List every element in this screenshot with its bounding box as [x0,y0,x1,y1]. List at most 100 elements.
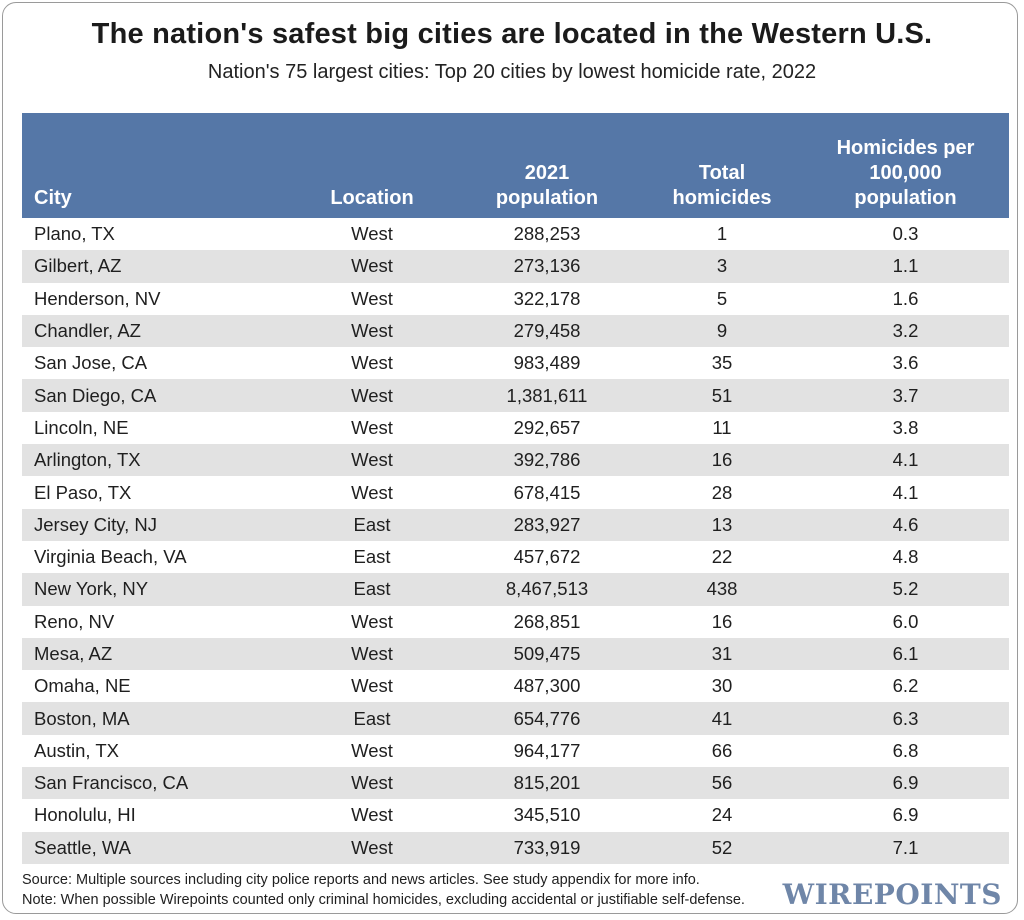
cell-total-homicides: 31 [642,637,802,671]
cell-population: 487,300 [513,675,581,697]
cell-location: West [292,379,452,412]
source-note: Source: Multiple sources including city … [22,872,700,888]
table-row: San Diego, CA West 1,381,611 51 3.7 [22,379,1009,412]
cell-homicide-rate: 1.6 [892,287,919,309]
cell-total-homicides: 30 [711,675,733,697]
cell-location: East [292,508,452,541]
cell-city: San Jose, CA [34,352,148,374]
column-header-homicide-rate-text: Homicides per 100,000 population [836,137,975,209]
cell-homicide-rate: 6.0 [892,610,919,632]
cell-total-homicides: 16 [711,610,733,632]
cell-city: New York, NY [22,573,292,606]
cell-location: West [351,804,393,826]
cell-location: East [353,546,391,568]
cell-location: West [292,767,452,800]
cell-population: 268,851 [513,610,581,632]
cell-population: 983,489 [513,352,581,374]
table-row: Austin, TX West 964,177 66 6.8 [22,735,1009,767]
table-header-row: City Location 2021 population Total homi… [22,113,1009,218]
column-header-total-homicides: Total homicides [642,113,802,218]
cell-city: Seattle, WA [22,831,292,864]
cell-location: West [292,444,452,477]
table-row: El Paso, TX West 678,415 28 4.1 [22,476,1009,508]
footer-notes: Source: Multiple sources including city … [22,870,745,910]
table-row: Gilbert, AZ West 273,136 3 1.1 [22,250,1009,283]
cell-total-homicides: 22 [711,546,733,568]
cell-total-homicides: 66 [711,739,733,761]
column-header-location: Location [292,113,452,218]
column-header-population: 2021 population [452,113,642,218]
cell-homicide-rate: 6.3 [802,702,1009,735]
cell-homicide-rate: 3.6 [892,352,919,374]
cell-total-homicides: 35 [711,352,733,374]
table-row: Arlington, TX West 392,786 16 4.1 [22,444,1009,477]
cell-total-homicides: 3 [642,250,802,283]
table-row: Omaha, NE West 487,300 30 6.2 [22,670,1009,702]
table-row: Reno, NV West 268,851 16 6.0 [22,606,1009,638]
cell-homicide-rate: 3.7 [802,379,1009,412]
cell-population: 322,178 [513,287,581,309]
table-row: New York, NY East 8,467,513 438 5.2 [22,573,1009,606]
cell-population: 964,177 [513,739,581,761]
table-row: Virginia Beach, VA East 457,672 22 4.8 [22,541,1009,573]
cell-total-homicides: 56 [642,767,802,800]
cell-homicide-rate: 6.1 [802,637,1009,671]
cell-city: Omaha, NE [34,675,131,697]
table-row: Mesa, AZ West 509,475 31 6.1 [22,637,1009,671]
cell-homicide-rate: 4.8 [892,546,919,568]
cell-city: Arlington, TX [22,444,292,477]
cell-total-homicides: 13 [642,508,802,541]
cell-population: 279,458 [452,314,642,348]
cell-location: West [292,250,452,283]
table-row: Seattle, WA West 733,919 52 7.1 [22,831,1009,864]
cell-total-homicides: 5 [716,287,728,309]
cell-city: El Paso, TX [34,481,132,503]
cell-city: Chandler, AZ [22,314,292,348]
cell-location: West [351,287,393,309]
cell-location: West [292,637,452,671]
cell-total-homicides: 11 [712,416,732,438]
data-table-container: City Location 2021 population Total homi… [22,113,1009,864]
cell-population: 273,136 [452,250,642,283]
chart-title: The nation's safest big cities are locat… [91,18,933,50]
cell-population: 678,415 [513,481,581,503]
cell-homicide-rate: 1.1 [802,250,1009,283]
cell-location: West [351,416,393,438]
cell-total-homicides: 9 [642,314,802,348]
cell-population: 392,786 [452,444,642,477]
cell-location: West [292,314,452,348]
cell-city: Boston, MA [22,702,292,735]
table-row: Lincoln, NE West 292,657 11 3.8 [22,412,1009,444]
cell-city: Jersey City, NJ [22,508,292,541]
methodology-note: Note: When possible Wirepoints counted o… [22,892,745,908]
cell-location: East [292,702,452,735]
cell-city: Reno, NV [34,610,115,632]
cell-population: 654,776 [452,702,642,735]
table-row: Chandler, AZ West 279,458 9 3.2 [22,314,1009,348]
cell-total-homicides: 52 [642,831,802,864]
table-row: Plano, TX West 288,253 1 0.3 [22,218,1009,250]
cell-homicide-rate: 4.6 [802,508,1009,541]
wirepoints-logo: WIREPOINTS [782,878,1002,911]
cell-location: West [351,352,393,374]
table-body: Plano, TX West 288,253 1 0.3 Gilbert, AZ West 2… [22,218,1009,864]
cell-homicide-rate: 3.8 [892,416,919,438]
cell-homicide-rate: 3.2 [802,314,1009,348]
cell-city: Mesa, AZ [22,637,292,671]
table-row: San Jose, CA West 983,489 35 3.6 [22,347,1009,379]
cell-total-homicides: 1 [716,223,728,245]
cell-homicide-rate: 6.8 [892,739,919,761]
cell-population: 733,919 [452,831,642,864]
cell-population: 8,467,513 [452,573,642,606]
cell-total-homicides: 438 [642,573,802,606]
cell-population: 288,253 [513,223,581,245]
cell-total-homicides: 41 [642,702,802,735]
cell-total-homicides: 51 [642,379,802,412]
table-row: Boston, MA East 654,776 41 6.3 [22,702,1009,735]
table-row: San Francisco, CA West 815,201 56 6.9 [22,767,1009,800]
column-header-population-text: 2021 population [495,162,599,209]
cell-homicide-rate: 6.9 [892,804,919,826]
cell-population: 345,510 [513,804,581,826]
cell-city: Plano, TX [34,223,115,245]
cell-total-homicides: 28 [711,481,733,503]
